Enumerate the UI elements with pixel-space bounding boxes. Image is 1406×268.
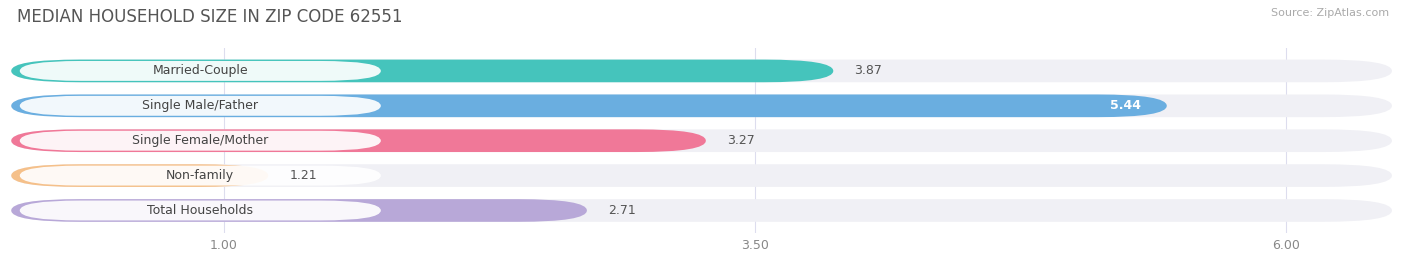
Text: Total Households: Total Households <box>148 204 253 217</box>
Text: 3.87: 3.87 <box>855 64 883 77</box>
FancyBboxPatch shape <box>20 61 381 81</box>
Text: Non-family: Non-family <box>166 169 235 182</box>
Text: 5.44: 5.44 <box>1111 99 1142 112</box>
Text: Single Male/Father: Single Male/Father <box>142 99 259 112</box>
Text: MEDIAN HOUSEHOLD SIZE IN ZIP CODE 62551: MEDIAN HOUSEHOLD SIZE IN ZIP CODE 62551 <box>17 8 402 26</box>
FancyBboxPatch shape <box>11 199 1392 222</box>
FancyBboxPatch shape <box>20 96 381 116</box>
FancyBboxPatch shape <box>11 129 1392 152</box>
FancyBboxPatch shape <box>11 59 1392 82</box>
Text: 1.21: 1.21 <box>290 169 318 182</box>
FancyBboxPatch shape <box>20 131 381 151</box>
Text: Married-Couple: Married-Couple <box>152 64 247 77</box>
FancyBboxPatch shape <box>11 95 1392 117</box>
Text: 2.71: 2.71 <box>609 204 636 217</box>
FancyBboxPatch shape <box>11 164 269 187</box>
FancyBboxPatch shape <box>11 199 586 222</box>
Text: Single Female/Mother: Single Female/Mother <box>132 134 269 147</box>
FancyBboxPatch shape <box>20 166 381 185</box>
FancyBboxPatch shape <box>11 164 1392 187</box>
Text: 3.27: 3.27 <box>727 134 755 147</box>
FancyBboxPatch shape <box>11 59 834 82</box>
Text: Source: ZipAtlas.com: Source: ZipAtlas.com <box>1271 8 1389 18</box>
FancyBboxPatch shape <box>20 200 381 220</box>
FancyBboxPatch shape <box>11 129 706 152</box>
FancyBboxPatch shape <box>11 95 1167 117</box>
